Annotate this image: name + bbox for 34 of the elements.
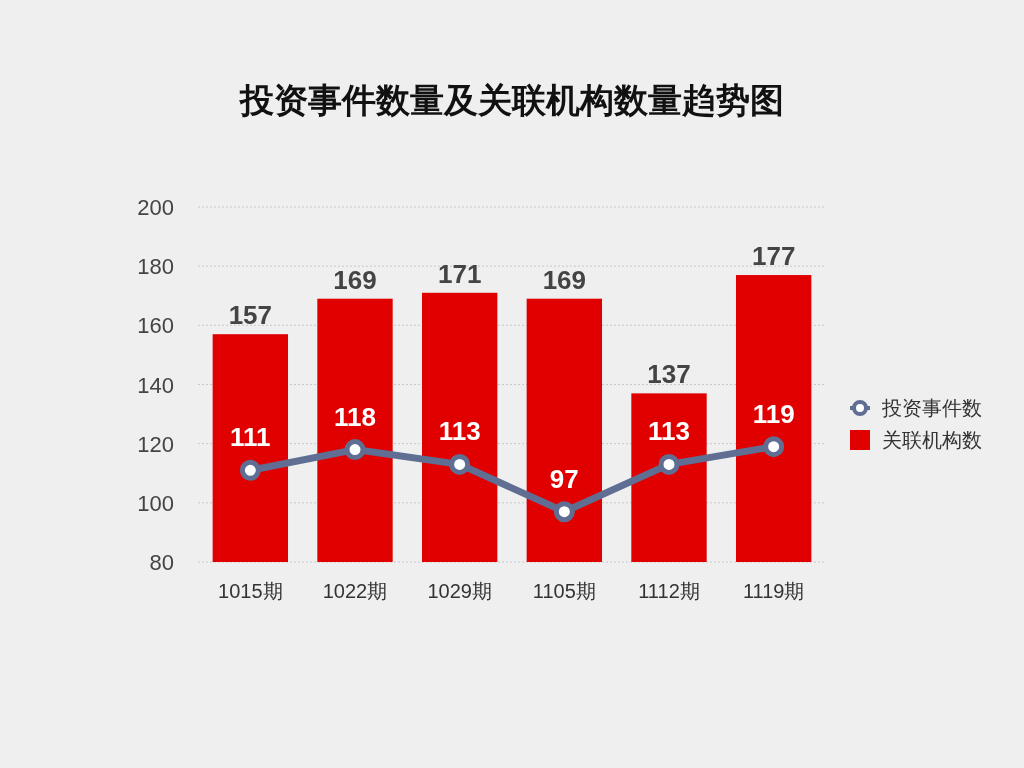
data-label: 113 (648, 416, 690, 447)
y-tick-label: 160 (137, 313, 174, 339)
x-tick-label: 1015期 (218, 580, 283, 602)
point (239, 459, 261, 481)
x-tick-label: 1022期 (322, 580, 388, 602)
data-label: 119 (752, 398, 795, 429)
data-label: 171 (437, 258, 482, 289)
y-tick-label: 200 (137, 195, 174, 220)
data-label: 137 (647, 359, 691, 390)
data-label: 111 (230, 422, 271, 453)
point (344, 439, 366, 461)
data-label: 169 (542, 264, 587, 295)
data-label: 97 (549, 463, 579, 494)
point (449, 453, 471, 475)
y-tick-label: 80 (149, 550, 174, 575)
y-tick-label: 100 (137, 490, 174, 516)
point (553, 501, 575, 523)
point (763, 436, 785, 458)
legend-label: 投资事件数 (881, 397, 982, 419)
data-label: 118 (334, 401, 376, 432)
x-tick-label: 1105期 (532, 580, 596, 602)
y-tick-label: 120 (137, 431, 174, 457)
data-label: 169 (333, 264, 377, 295)
data-label: 157 (228, 300, 273, 331)
data-label: 113 (438, 416, 481, 447)
x-tick-label: 1119期 (742, 580, 805, 602)
data-label: 177 (751, 241, 796, 272)
y-tick-label: 140 (137, 372, 174, 398)
x-tick-label: 1112期 (638, 580, 700, 602)
y-tick-label: 180 (137, 254, 174, 280)
point (658, 453, 680, 475)
legend-label: 关联机构数 (882, 429, 982, 451)
x-tick-label: 1029期 (427, 580, 492, 602)
chart-title: 投资事件数量及关联机构数量趋势图 (238, 81, 784, 119)
